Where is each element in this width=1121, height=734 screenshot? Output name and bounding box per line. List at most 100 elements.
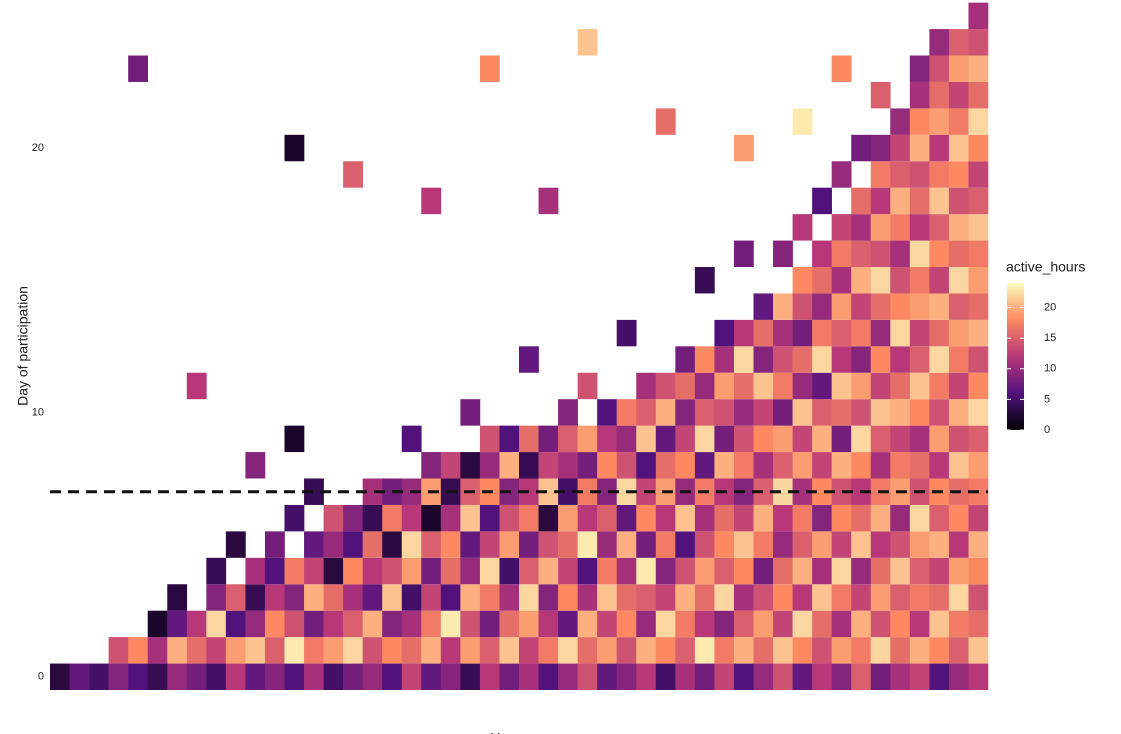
heat-cell <box>558 663 578 690</box>
heat-cell <box>812 452 832 479</box>
heat-cell <box>753 557 774 585</box>
heat-cell <box>968 214 989 241</box>
heat-cell <box>284 637 305 664</box>
heat-cell <box>733 452 754 479</box>
heat-cell <box>519 663 539 690</box>
heat-cell <box>968 161 989 188</box>
heat-cell <box>343 161 363 188</box>
heat-cell <box>538 531 559 558</box>
heat-cell <box>753 504 774 532</box>
heat-cell <box>714 399 735 426</box>
heat-cell <box>284 134 305 162</box>
heat-cell <box>558 610 578 638</box>
heat-cell <box>753 610 774 638</box>
heat-cell <box>401 504 422 532</box>
heat-cell <box>831 214 852 241</box>
heat-cell <box>929 134 950 162</box>
heat-cell <box>421 531 442 558</box>
heat-cell <box>792 504 813 532</box>
heat-cell <box>773 610 793 638</box>
heat-cell <box>929 425 950 453</box>
heat-cell <box>792 637 813 664</box>
heat-cell <box>499 637 520 664</box>
heat-cell <box>245 610 266 638</box>
heat-cell <box>186 372 207 400</box>
heat-cell <box>929 240 950 268</box>
heat-cell <box>167 637 188 664</box>
heat-cell <box>558 399 578 426</box>
heat-cell <box>870 372 891 400</box>
heat-cell <box>812 531 832 558</box>
heat-cell <box>421 610 442 638</box>
heat-cell <box>401 663 422 690</box>
heat-cell <box>714 637 735 664</box>
heat-cell <box>948 214 969 241</box>
heat-cell <box>616 319 637 347</box>
heat-cell <box>577 610 598 638</box>
heat-cell <box>948 663 969 690</box>
heat-cell <box>948 29 969 56</box>
heat-cell <box>382 504 403 532</box>
heat-cell <box>812 610 832 638</box>
heat-cell <box>890 504 911 532</box>
heat-cell <box>831 267 852 294</box>
heat-cell <box>479 610 500 638</box>
heat-cell <box>577 637 598 664</box>
heat-cell <box>245 663 266 690</box>
heat-cell <box>870 637 891 664</box>
heat-cell <box>753 346 774 373</box>
heat-cell <box>519 346 539 373</box>
heat-cell <box>264 637 285 664</box>
heat-cell <box>616 610 637 638</box>
heat-cell <box>499 425 520 453</box>
heat-cell <box>909 346 930 373</box>
heat-cell <box>968 55 989 82</box>
heat-cell <box>597 610 618 638</box>
heat-cell <box>206 584 227 611</box>
heat-cell <box>323 584 344 611</box>
heat-cell <box>773 399 793 426</box>
heat-cell <box>206 610 227 638</box>
heat-cell <box>264 584 285 611</box>
heat-cell <box>636 399 657 426</box>
heat-cell <box>694 531 715 558</box>
heat-cell <box>968 346 989 373</box>
heat-cell <box>108 637 129 664</box>
heat-cell <box>225 610 246 638</box>
heat-cell <box>597 478 618 505</box>
heat-cell <box>968 637 989 664</box>
heat-cell <box>675 531 696 558</box>
heat-cell <box>870 584 891 611</box>
heat-cell <box>597 452 618 479</box>
heat-cell <box>812 637 832 664</box>
heat-cell <box>655 637 676 664</box>
heat-cell <box>890 584 911 611</box>
heat-cell <box>831 240 852 268</box>
heat-cell <box>753 399 774 426</box>
heat-cell <box>421 557 442 585</box>
heat-cell <box>597 399 618 426</box>
heat-cell <box>890 240 911 268</box>
heat-cell <box>675 610 696 638</box>
heat-cell <box>792 214 813 241</box>
heat-cell <box>812 504 832 532</box>
heat-cell <box>851 425 872 453</box>
heat-cell <box>479 557 500 585</box>
heat-cell <box>792 267 813 294</box>
heatmap-cells <box>50 2 989 690</box>
heat-cell <box>831 372 852 400</box>
heat-cell <box>675 452 696 479</box>
heat-cell <box>948 557 969 585</box>
heat-cell <box>890 108 911 135</box>
heat-cell <box>675 557 696 585</box>
heat-cell <box>50 663 70 690</box>
heat-cell <box>792 610 813 638</box>
heat-cell <box>753 372 774 400</box>
heat-cell <box>773 531 793 558</box>
heat-cell <box>694 346 715 373</box>
heat-cell <box>519 557 539 585</box>
heat-cell <box>558 452 578 479</box>
heat-cell <box>128 55 149 82</box>
heat-cell <box>323 557 344 585</box>
